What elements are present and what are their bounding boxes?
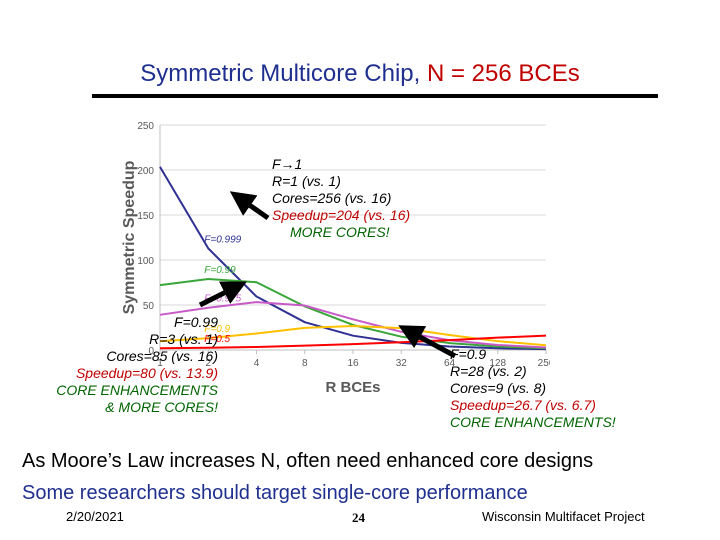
series-label: F=0.9 — [204, 324, 230, 335]
x-tick-label: 64 — [444, 358, 456, 369]
annotation-f1-line: R=1 (vs. 1) — [272, 173, 341, 189]
series-label: F=0.99 — [204, 265, 236, 276]
arrow-f099 — [198, 281, 247, 308]
annotation-f099-verdict: CORE ENHANCEMENTS — [56, 382, 218, 398]
x-axis-label: R BCEs — [325, 379, 380, 396]
footer-page-number: 24 — [352, 510, 365, 525]
annotation-f09-verdict: CORE ENHANCEMENTS! — [450, 414, 616, 430]
speedup-chart: 0 50 100 150 200 250 1 2 4 8 16 32 64 128 256 F=0.999 F… — [121, 121, 550, 396]
x-tick-label: 16 — [347, 358, 359, 369]
y-tick-label: 150 — [137, 211, 154, 222]
series-line-f-0-975 — [159, 301, 547, 349]
y-tick-label: 0 — [148, 346, 154, 357]
slide-title: Symmetric Multicore Chip, N = 256 BCEs — [140, 60, 580, 87]
annotation-f099: F=0.99 R=3 (vs. 1) Cores=85 (vs. 16) Spe… — [0, 314, 218, 416]
x-tick-label: 256 — [538, 358, 550, 369]
annotation-f1-line: Cores=256 (vs. 16) — [272, 190, 392, 206]
bullet-moores-law: As Moore’s Law increases N, often need e… — [22, 450, 594, 472]
y-tick-label: 50 — [143, 301, 155, 312]
annotation-f1-speedup: Speedup=204 (vs. 16) — [272, 207, 411, 223]
annotation-f09-line: Cores=9 (vs. 8) — [450, 380, 547, 396]
y-axis-label: Symmetric Speedup — [121, 160, 138, 314]
footer-date: 2/20/2021 — [66, 509, 124, 524]
annotation-f099-line: F=0.99 — [174, 314, 218, 330]
x-tick-label: 1 — [157, 358, 163, 369]
annotation-f1: F→1 R=1 (vs. 1) Cores=256 (vs. 16) Speed… — [272, 156, 410, 241]
annotation-f1-line: F→1 — [272, 156, 303, 172]
series-label: F=0.999 — [204, 234, 241, 245]
annotation-f09-line: F=0.9 — [450, 346, 487, 362]
x-tick-label: 2 — [205, 358, 211, 369]
x-tick-label: 4 — [254, 358, 260, 369]
annotation-f09: F=0.9 R=28 (vs. 2) Cores=9 (vs. 8) Speed… — [450, 346, 616, 431]
series-line-f-0-5 — [159, 334, 547, 350]
annotation-f099-speedup: Speedup=80 (vs. 13.9) — [75, 365, 218, 381]
bullet-single-core: Some researchers should target single-co… — [22, 482, 528, 504]
annotation-f099-line: Cores=85 (vs. 16) — [106, 348, 218, 364]
y-tick-label: 200 — [137, 166, 154, 177]
x-tick-label: 8 — [302, 358, 308, 369]
annotation-f099-line: R=3 (vs. 1) — [149, 331, 218, 347]
y-tick-label: 250 — [137, 121, 154, 132]
series-label: F=0.5 — [204, 334, 230, 345]
annotation-f099-verdict: & MORE CORES! — [105, 399, 218, 415]
x-tick-label: 128 — [489, 358, 506, 369]
arrow-f09 — [398, 325, 457, 359]
series-line-f-0-999 — [159, 166, 547, 351]
x-tick-label: 32 — [396, 358, 408, 369]
annotation-f09-line: R=28 (vs. 2) — [450, 363, 527, 379]
arrow-f1 — [229, 191, 270, 221]
footer-project: Wisconsin Multifacet Project — [482, 509, 645, 524]
y-tick-label: 100 — [137, 256, 154, 267]
annotation-f09-speedup: Speedup=26.7 (vs. 6.7) — [450, 397, 596, 413]
title-underline — [92, 94, 658, 98]
annotation-f1-verdict: MORE CORES! — [290, 224, 390, 240]
